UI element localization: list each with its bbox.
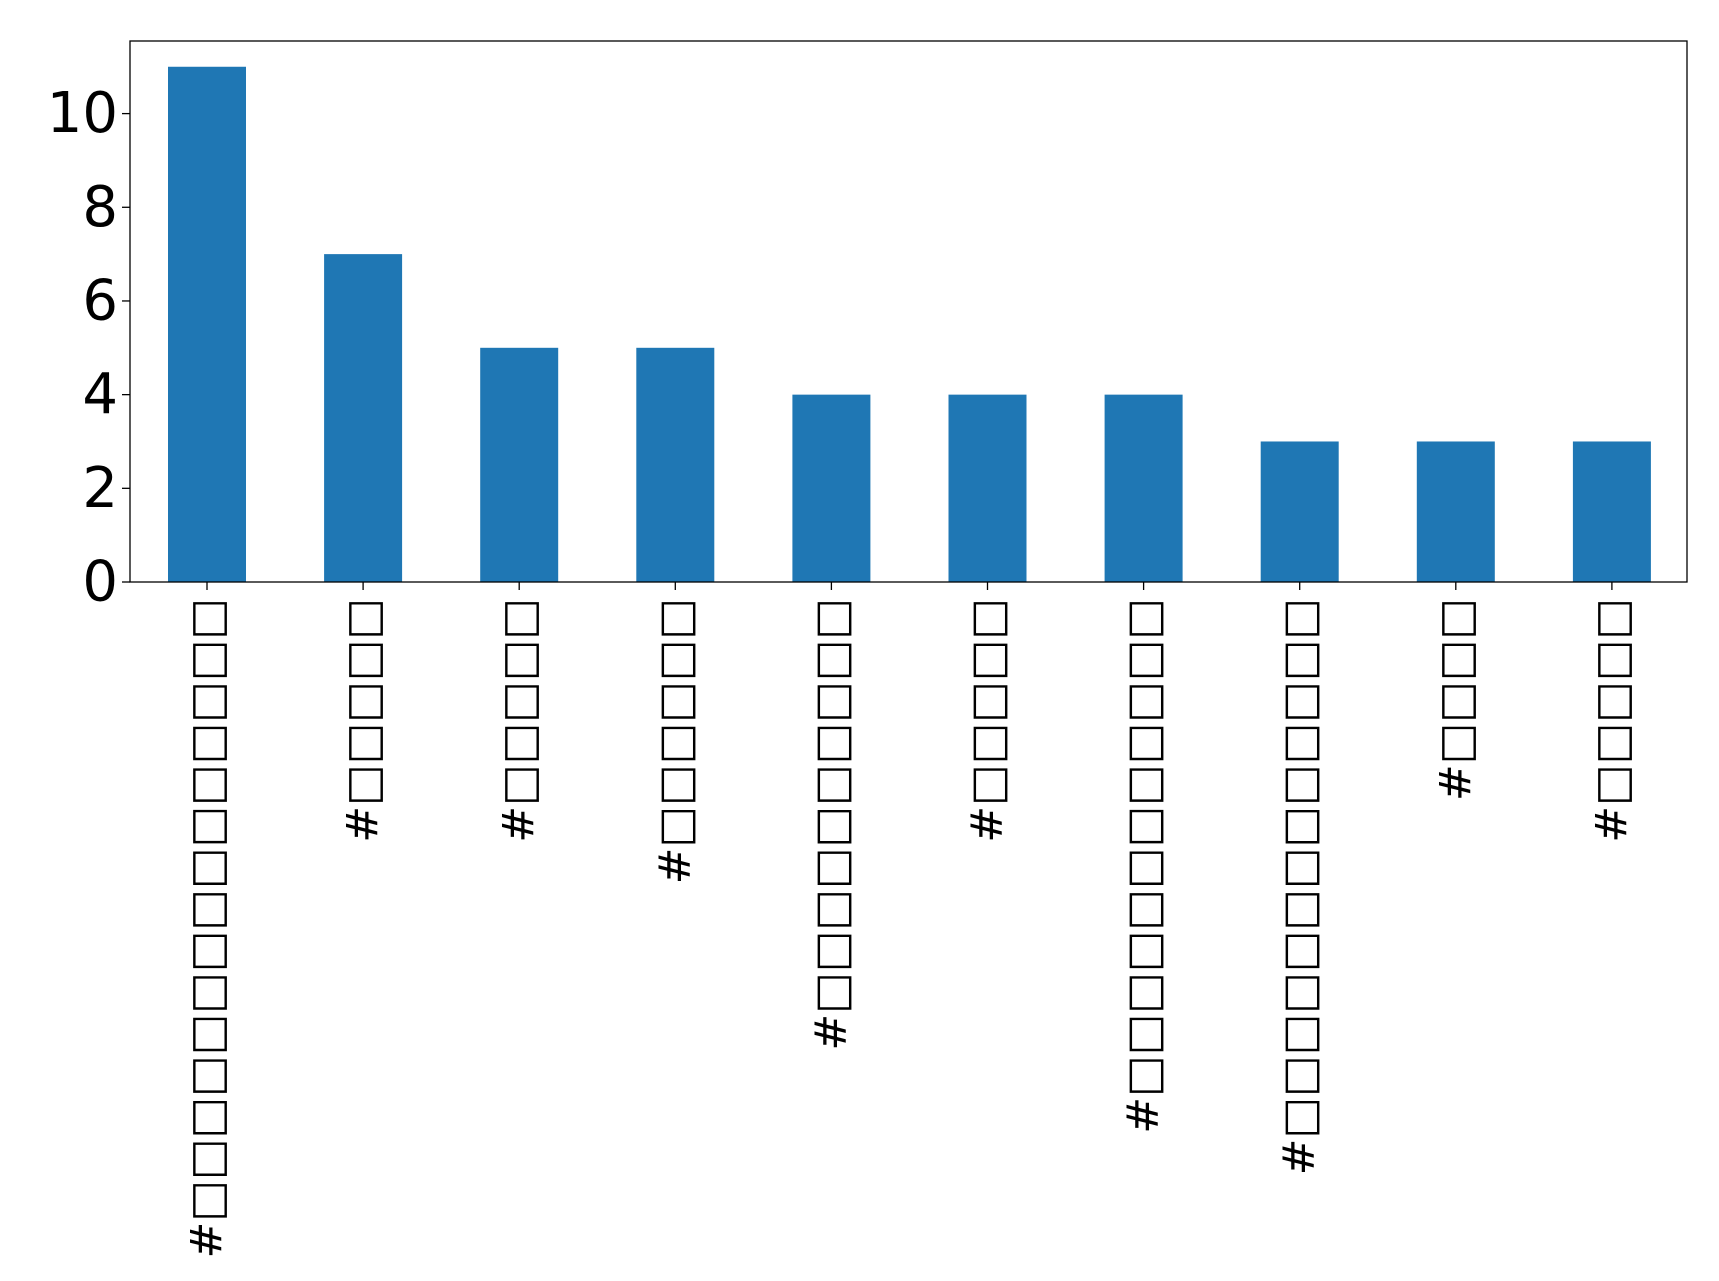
y-axis: 0 2 4 6 8 10 xyxy=(47,81,130,615)
x-tick-label-5: #□□□□□ xyxy=(962,598,1013,843)
bar-0 xyxy=(168,66,246,582)
x-tick-label-1: #□□□□□ xyxy=(338,598,389,843)
y-tick-label-5: 10 xyxy=(47,81,118,146)
bar-8 xyxy=(1416,441,1495,582)
y-tick-label-2: 4 xyxy=(82,362,118,427)
x-tick-label-6: #□□□□□□□□□□□□ xyxy=(1118,598,1169,1134)
x-tick-label-2: #□□□□□ xyxy=(494,598,545,843)
x-tick-label-7: #□□□□□□□□□□□□□ xyxy=(1274,598,1325,1175)
bar-1 xyxy=(324,254,403,582)
bar-2 xyxy=(480,347,559,582)
x-tick-label-8: #□□□□ xyxy=(1430,598,1481,801)
y-tick-label-1: 2 xyxy=(82,456,118,521)
bar-3 xyxy=(636,347,715,582)
plot-frame xyxy=(129,40,1688,583)
bar-6 xyxy=(1104,394,1183,582)
y-tick-label-3: 6 xyxy=(82,268,118,333)
bars-group xyxy=(168,66,1651,582)
bar-9 xyxy=(1572,441,1651,582)
bar-5 xyxy=(948,394,1027,582)
bar-7 xyxy=(1260,441,1339,582)
x-tick-label-9: #□□□□□ xyxy=(1586,598,1637,843)
x-tick-label-4: #□□□□□□□□□□ xyxy=(806,598,857,1051)
x-tick-label-3: #□□□□□□ xyxy=(650,598,701,884)
y-tick-label-4: 8 xyxy=(82,175,118,240)
x-axis: #□□□□□□□□□□□□□□□ #□□□□□ #□□□□□ #□□□□□□ #□□□□… xyxy=(182,582,1637,1258)
y-tick-label-0: 0 xyxy=(82,550,118,615)
bar-4 xyxy=(792,394,871,582)
x-tick-label-0: #□□□□□□□□□□□□□□□ xyxy=(182,598,233,1258)
